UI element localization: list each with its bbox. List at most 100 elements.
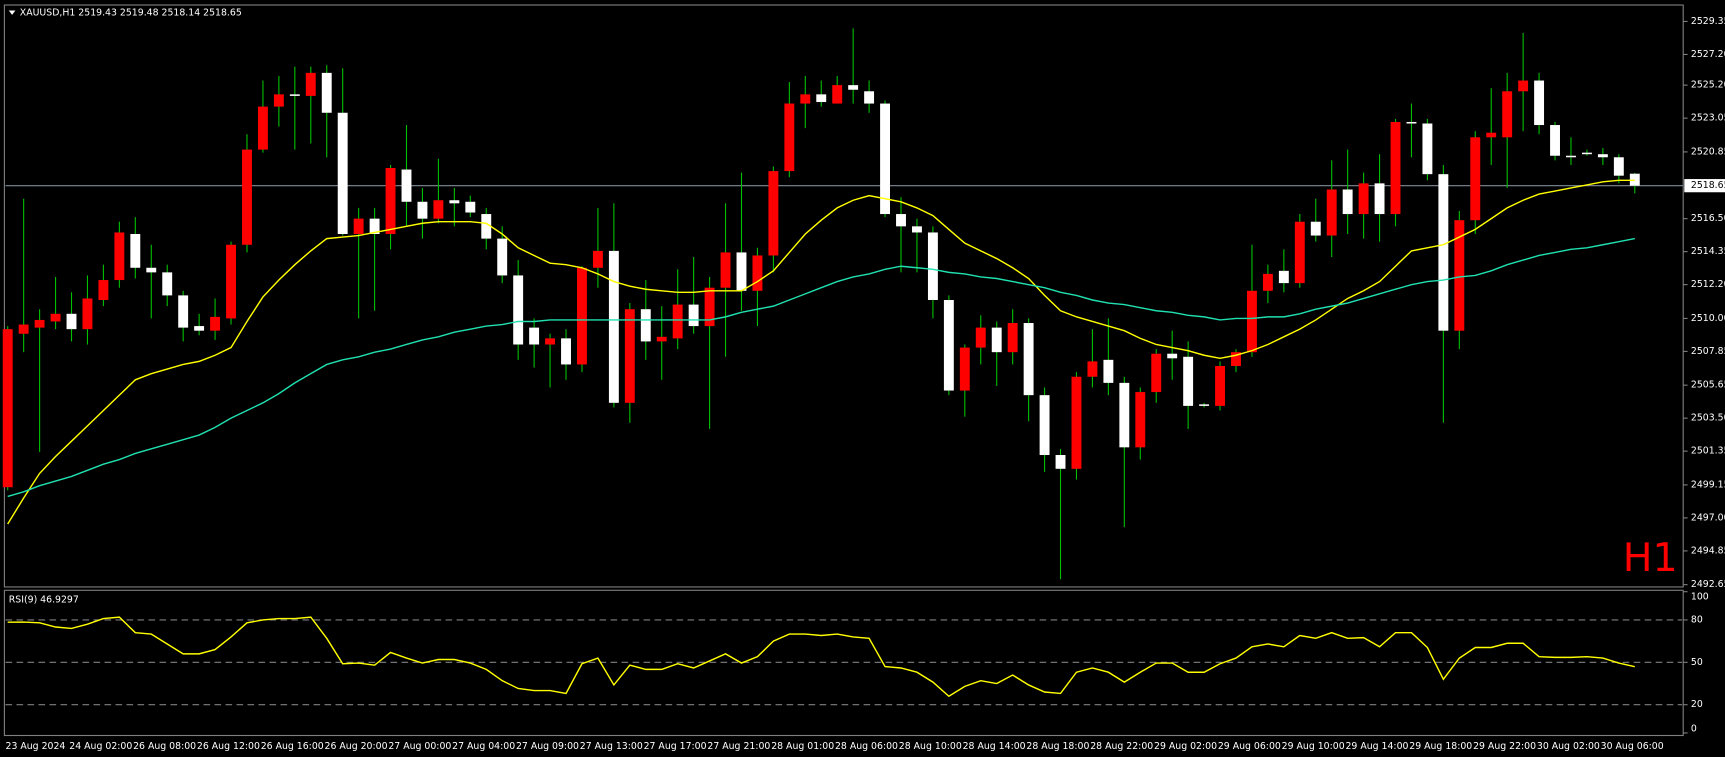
candle-body	[1055, 454, 1066, 469]
candle-body	[736, 252, 747, 291]
x-tick-label: 27 Aug 00:00	[388, 741, 451, 752]
candle-body	[210, 316, 221, 331]
candle-body	[481, 214, 492, 239]
candle-body	[1566, 155, 1576, 158]
candle-body	[1087, 361, 1098, 377]
candle-body	[146, 267, 157, 273]
candle-body	[624, 309, 635, 403]
symbol-menu-icon[interactable]	[8, 10, 16, 15]
candle-body	[1119, 382, 1130, 448]
candle-body	[50, 313, 61, 322]
candle-body	[114, 232, 125, 281]
candle-body	[1294, 221, 1305, 284]
candle-body	[1103, 359, 1114, 383]
timeframe-watermark: H1	[1623, 535, 1678, 581]
x-tick-label: 27 Aug 21:00	[707, 741, 770, 752]
candle-body	[1597, 154, 1608, 158]
candle-body	[1550, 125, 1560, 156]
x-tick-label: 28 Aug 22:00	[1090, 741, 1153, 752]
candle-body	[465, 201, 476, 213]
x-tick-label: 30 Aug 02:00	[1537, 741, 1600, 752]
y-tick-label: 50	[1691, 657, 1703, 668]
candle-body	[561, 338, 571, 365]
candle-body	[768, 171, 779, 256]
candle-body	[1007, 323, 1018, 353]
x-tick-label: 28 Aug 14:00	[963, 741, 1026, 752]
candle-body	[1534, 80, 1545, 126]
candle-body	[720, 252, 731, 288]
x-tick-label: 28 Aug 10:00	[899, 741, 962, 752]
candle-body	[1246, 290, 1257, 353]
candle-body	[1470, 137, 1481, 221]
candle-body	[608, 250, 619, 403]
rsi-line	[7, 616, 1635, 698]
moving-average-line	[7, 237, 1635, 498]
candle-body	[98, 280, 109, 300]
candle-body	[321, 72, 332, 113]
x-tick-label: 29 Aug 02:00	[1154, 741, 1217, 752]
candle-body	[1613, 157, 1624, 176]
candle-body	[1390, 121, 1401, 215]
candle-body	[864, 91, 875, 104]
candle-body	[577, 267, 587, 365]
candle-body	[66, 313, 77, 330]
candle-body	[1262, 273, 1273, 291]
candle-body	[1502, 91, 1513, 138]
x-tick-label: 28 Aug 01:00	[771, 741, 834, 752]
candle-body	[912, 226, 922, 233]
candle-body	[1422, 123, 1433, 175]
y-tick-label: 2499.15	[1691, 479, 1725, 490]
candle-body	[1167, 353, 1178, 359]
y-tick-label: 2510.00	[1691, 313, 1725, 324]
candle-body	[672, 304, 683, 339]
y-tick-label: 2497.00	[1691, 512, 1725, 523]
chart-title: XAUUSD,H1 2519.43 2519.48 2518.14 2518.6…	[20, 8, 242, 19]
candle-body	[896, 214, 906, 227]
candle-body	[688, 304, 699, 327]
x-tick-label: 28 Aug 06:00	[835, 741, 898, 752]
x-tick-label: 28 Aug 18:00	[1026, 741, 1089, 752]
y-tick-label: 100	[1691, 591, 1709, 602]
candle-body	[1215, 365, 1225, 406]
candle-body	[592, 250, 603, 268]
candle-body	[975, 327, 986, 348]
candle-body	[1342, 189, 1353, 215]
y-tick-label: 2512.20	[1691, 279, 1725, 290]
candle-body	[1135, 392, 1146, 448]
x-tick-label: 26 Aug 16:00	[261, 741, 324, 752]
candle-body	[1374, 183, 1385, 215]
candle-body	[991, 327, 1002, 353]
candle-body	[927, 232, 938, 300]
candle-body	[1486, 132, 1497, 138]
candle-body	[1358, 183, 1369, 215]
candle-body	[640, 309, 651, 342]
candle-body	[529, 327, 540, 345]
y-tick-label: 2525.20	[1691, 80, 1725, 91]
candle-body	[305, 72, 316, 96]
candle-body	[433, 200, 444, 219]
candle-body	[194, 326, 205, 331]
candle-body	[417, 201, 428, 219]
candle-body	[1454, 220, 1465, 331]
y-tick-label: 0	[1691, 723, 1697, 734]
candle-body	[513, 275, 524, 345]
candle-body	[497, 238, 508, 276]
candle-body	[704, 287, 715, 327]
y-tick-label: 2529.35	[1691, 16, 1725, 27]
y-tick-label: 80	[1691, 614, 1703, 625]
candle-body	[2, 329, 13, 488]
candle-body	[130, 234, 141, 268]
candle-body	[1278, 270, 1289, 284]
candle-body	[816, 94, 827, 103]
moving-average-line	[7, 179, 1635, 525]
x-tick-label: 29 Aug 10:00	[1282, 741, 1345, 752]
last-price-box	[1684, 179, 1725, 193]
rsi-title: RSI(9) 46.9297	[9, 595, 79, 606]
x-tick-label: 27 Aug 13:00	[580, 741, 643, 752]
candle-body	[1039, 395, 1050, 455]
candle-body	[242, 149, 252, 245]
x-tick-label: 29 Aug 18:00	[1409, 741, 1472, 752]
candle-body	[545, 338, 556, 345]
